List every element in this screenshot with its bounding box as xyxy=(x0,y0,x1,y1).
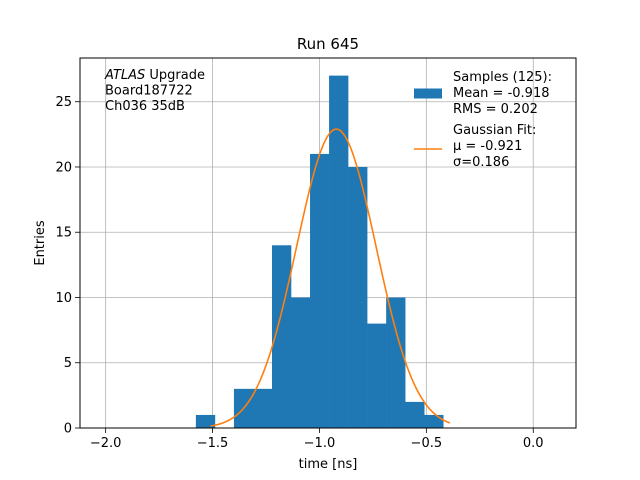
annotation-text: Ch036 35dB xyxy=(105,99,185,114)
annotation-line: Board187722 xyxy=(105,84,193,99)
histogram-bars xyxy=(195,75,444,429)
histogram-bar xyxy=(386,297,406,428)
gaussian-fit xyxy=(210,128,451,427)
legend-samples-line: Mean = -0.918 xyxy=(453,86,549,101)
histogram-bar xyxy=(348,166,368,429)
annotation-text: Upgrade xyxy=(145,68,205,83)
histogram-bar xyxy=(424,414,444,428)
histogram-bar xyxy=(195,414,216,428)
x-axis-label: time [ns] xyxy=(299,457,358,472)
histogram-bar xyxy=(252,388,273,428)
legend-fit-line: Gaussian Fit: xyxy=(453,123,536,138)
annotation-italic: ATLAS xyxy=(104,68,145,83)
chart-title: Run 645 xyxy=(297,35,359,53)
legend-samples-line: Samples (125): xyxy=(453,70,552,85)
y-tick-label: 10 xyxy=(55,291,72,306)
x-tick-label: −1.0 xyxy=(304,436,336,451)
axis-ticks: −2.0 −1.5 −1.0 −0.5 0.0 0 5 10 15 20 25 xyxy=(55,95,543,451)
y-tick-label: 0 xyxy=(64,422,72,437)
x-tick-label: −1.5 xyxy=(197,436,229,451)
y-tick-label: 20 xyxy=(55,160,72,175)
atlas-annotation: ATLAS Upgrade Board187722 Ch036 35dB xyxy=(104,68,205,114)
histogram-bar xyxy=(329,75,349,428)
histogram-bar xyxy=(405,401,425,428)
x-tick-label: 0.0 xyxy=(523,436,544,451)
histogram-bar xyxy=(367,323,387,428)
histogram-bar xyxy=(291,297,311,428)
legend-samples-line: RMS = 0.202 xyxy=(453,102,538,117)
gaussian-fit-line xyxy=(210,128,451,427)
x-tick-label: −0.5 xyxy=(411,436,443,451)
annotation-text: Board187722 xyxy=(105,84,193,99)
y-tick-label: 15 xyxy=(55,226,72,241)
legend-swatch-samples xyxy=(414,88,442,99)
plot-frame xyxy=(79,57,577,429)
legend: Samples (125): Mean = -0.918 RMS = 0.202… xyxy=(414,70,552,170)
legend-fit-line: σ=0.186 xyxy=(453,155,509,170)
annotation-line: ATLAS Upgrade xyxy=(104,68,205,83)
y-axis-label: Entries xyxy=(33,220,48,266)
legend-fit-line: μ = -0.921 xyxy=(453,139,522,154)
histogram-bar xyxy=(310,153,330,429)
annotation-line: Ch036 35dB xyxy=(105,99,185,114)
y-tick-label: 5 xyxy=(64,356,72,371)
x-tick-label: −2.0 xyxy=(90,436,122,451)
y-tick-label: 25 xyxy=(55,95,72,110)
